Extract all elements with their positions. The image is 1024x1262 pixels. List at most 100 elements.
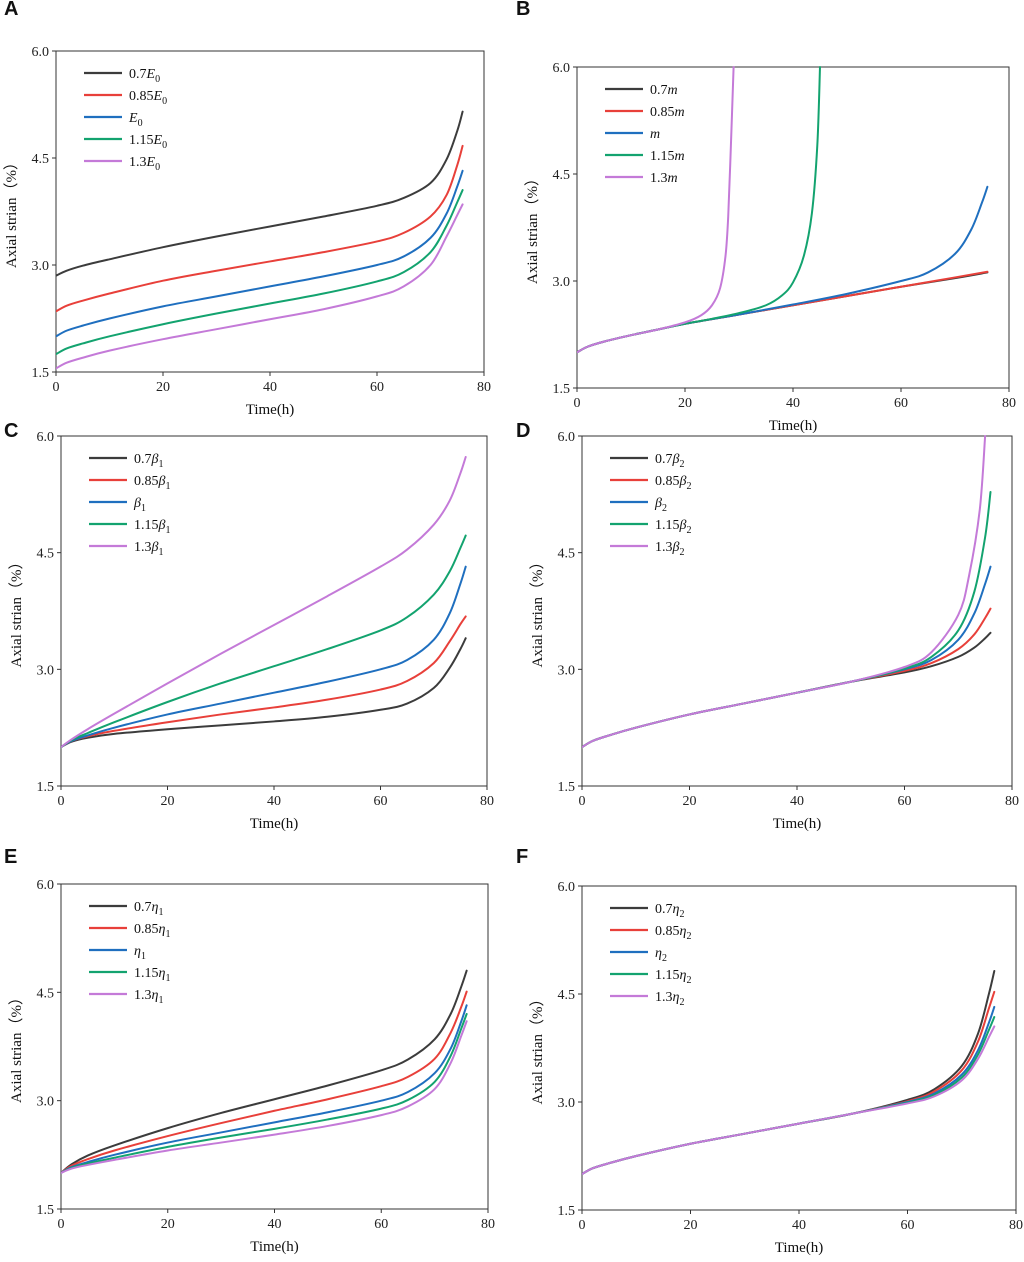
y-axis-title: Axial strian（%）	[524, 171, 541, 284]
series-line-5	[56, 203, 464, 370]
legend-label: 0.7E0	[129, 67, 160, 85]
x-tick-label: 0	[574, 396, 581, 411]
legend-label: 1.15η1	[134, 966, 170, 984]
legend-label-symbol: E	[153, 89, 163, 104]
legend-label: 1.3β1	[134, 540, 163, 558]
legend-label-symbol: β	[151, 540, 159, 555]
y-tick-label: 6.0	[37, 878, 55, 893]
x-tick-label: 40	[792, 1218, 806, 1233]
legend-label: 0.85β1	[134, 474, 170, 492]
x-tick-label: 60	[898, 794, 912, 809]
legend-label-subscript: 1	[158, 907, 163, 918]
legend-label-symbol: β	[158, 518, 166, 533]
legend-label: β1	[133, 496, 146, 514]
y-tick-label: 6.0	[558, 880, 576, 895]
series-line-4	[61, 1013, 468, 1174]
panel-label-e: E	[4, 846, 18, 868]
legend-label: m	[650, 127, 660, 142]
series-line-3	[61, 565, 467, 749]
legend-label-symbol: β	[133, 496, 141, 511]
series-line-1	[61, 969, 468, 1174]
chart-panel-b: B 0 20 40 60 80 1.5 3.0 4.5 6.0 Time(h) Axial stri…	[512, 0, 1024, 434]
legend-label-prefix: 0.7	[129, 67, 147, 82]
legend-label-subscript: 1	[141, 951, 146, 962]
x-tick-label: 0	[53, 380, 60, 395]
y-tick-label: 6.0	[553, 61, 571, 76]
legend-label-subscript: 1	[165, 525, 170, 536]
legend-label-subscript: 0	[155, 74, 160, 85]
series-line-2	[61, 615, 467, 749]
x-tick-label: 80	[1002, 396, 1016, 411]
y-tick-label: 4.5	[37, 547, 55, 562]
legend-label-subscript: 2	[662, 503, 667, 514]
x-axis-title: Time(h)	[769, 418, 818, 434]
plot-frame	[581, 885, 1017, 1211]
legend-label-subscript: 1	[158, 547, 163, 558]
legend-label-prefix: 0.7	[134, 900, 152, 915]
legend-label-symbol: β	[672, 540, 680, 555]
x-tick-label: 40	[267, 794, 281, 809]
x-tick-label: 0	[579, 1218, 586, 1233]
legend-label: 1.3m	[650, 171, 678, 186]
legend-label-symbol: β	[672, 452, 680, 467]
legend-label-symbol: η	[680, 968, 687, 983]
legend-label-symbol: m	[668, 83, 678, 98]
legend-label-prefix: 0.7	[650, 83, 668, 98]
series-line-3	[577, 185, 989, 354]
x-tick-label: 0	[579, 794, 586, 809]
y-tick-label: 4.5	[558, 547, 576, 562]
legend-label-symbol: η	[159, 922, 166, 937]
y-axis-title: Axial strian（%）	[529, 992, 546, 1105]
legend-label: 0.7η2	[655, 902, 684, 920]
chart-f: 0 20 40 60 80 1.5 3.0 4.5 6.0 Time(h) Axial strian…	[529, 880, 1023, 1256]
legend-label-symbol: m	[675, 105, 685, 120]
legend-label-subscript: 2	[662, 953, 667, 964]
legend-label-symbol: η	[680, 924, 687, 939]
legend-label: 0.7β2	[655, 452, 684, 470]
legend-label-prefix: 0.7	[134, 452, 152, 467]
chart-panel-d: D 0 20 40 60 80 1.5 3.0 4.5 6.0 Time(h) Axial stri…	[512, 420, 1024, 850]
legend-label: β2	[654, 496, 667, 514]
legend-label-subscript: 1	[141, 503, 146, 514]
legend-label-prefix: 1.3	[655, 990, 673, 1005]
legend-label-subscript: 0	[162, 140, 167, 151]
legend-label-subscript: 1	[158, 459, 163, 470]
series-line-3	[56, 169, 464, 338]
chart-panel-e: E 0 20 40 60 80 1.5 3.0 4.5 6.0 Time(h) Axial stri…	[0, 846, 512, 1262]
legend-label-prefix: 0.85	[655, 924, 680, 939]
legend-label-symbol: η	[134, 944, 141, 959]
legend-label-subscript: 1	[165, 973, 170, 984]
y-tick-label: 6.0	[558, 430, 576, 445]
y-axis-title: Axial strian（%）	[8, 555, 25, 668]
y-tick-label: 6.0	[37, 430, 55, 445]
legend-label-subscript: 0	[138, 118, 143, 129]
series-line-4	[582, 491, 992, 749]
legend-label-subscript: 1	[165, 481, 170, 492]
chart-panel-f: F 0 20 40 60 80 1.5 3.0 4.5 6.0 Time(h) Axial stri…	[512, 846, 1024, 1262]
y-tick-label: 3.0	[37, 1095, 55, 1110]
legend-label-prefix: 0.7	[655, 902, 673, 917]
y-axis-title: Axial strian（%）	[529, 555, 546, 668]
x-tick-label: 0	[58, 1217, 65, 1232]
legend-label-prefix: 1.15	[655, 968, 680, 983]
legend-label-symbol: m	[650, 127, 660, 142]
legend-label: 1.15E0	[129, 133, 167, 151]
series-line-1	[61, 637, 467, 749]
legend-label-symbol: β	[158, 474, 166, 489]
legend-label-prefix: 1.3	[129, 155, 147, 170]
x-tick-label: 60	[374, 794, 388, 809]
chart-c: 0 20 40 60 80 1.5 3.0 4.5 6.0 Time(h) Axial strian…	[8, 430, 494, 832]
x-tick-label: 80	[1009, 1218, 1023, 1233]
legend-label-symbol: η	[655, 946, 662, 961]
y-tick-label: 4.5	[553, 168, 571, 183]
x-axis-title: Time(h)	[773, 816, 822, 832]
plot-frame	[576, 66, 1010, 389]
x-tick-label: 80	[477, 380, 491, 395]
series-line-1	[582, 969, 996, 1175]
legend-label: 0.85m	[650, 105, 685, 120]
y-tick-label: 3.0	[553, 275, 571, 290]
x-tick-label: 20	[161, 794, 175, 809]
panel-label-b: B	[516, 0, 531, 20]
series-line-4	[61, 534, 467, 749]
legend-label-prefix: 0.85	[134, 922, 159, 937]
